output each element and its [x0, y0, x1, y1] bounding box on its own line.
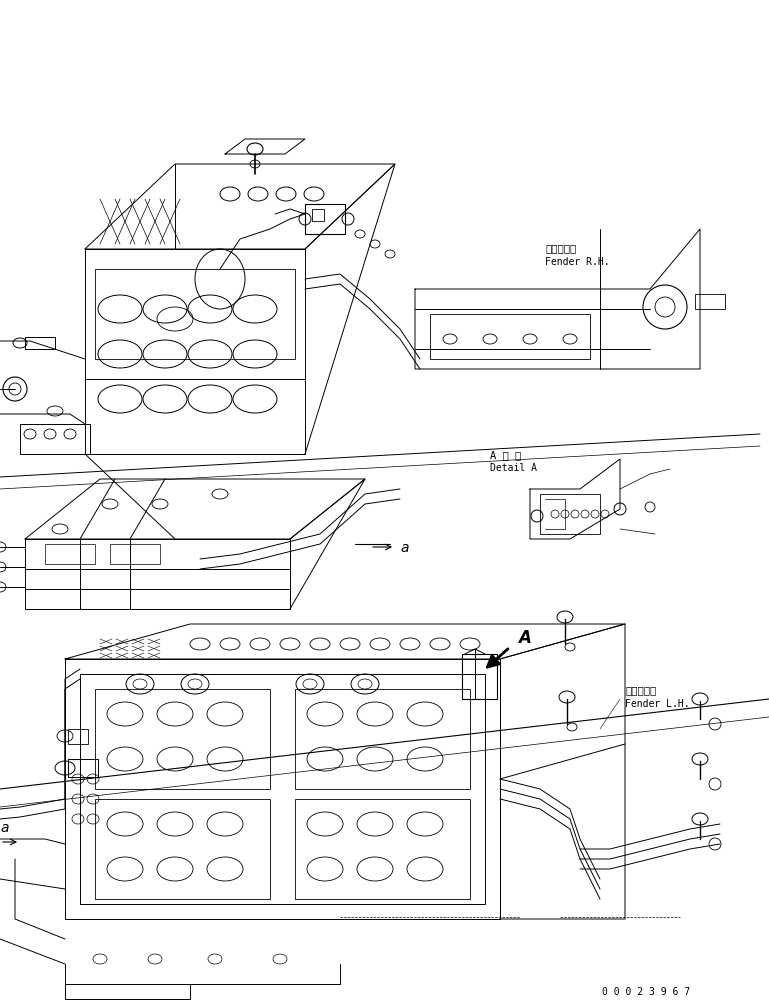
- Bar: [25, 338, 55, 350]
- Bar: [95, 799, 270, 899]
- Bar: [695, 295, 725, 310]
- Bar: [462, 654, 497, 699]
- Text: 0 0 0 2 3 9 6 7: 0 0 0 2 3 9 6 7: [602, 986, 690, 996]
- Text: Fender R.H.: Fender R.H.: [545, 257, 610, 267]
- Text: a: a: [400, 541, 408, 555]
- Bar: [95, 270, 295, 360]
- Text: Fender L.H.: Fender L.H.: [625, 698, 690, 708]
- Bar: [110, 545, 160, 565]
- Text: a: a: [0, 820, 8, 834]
- Bar: [68, 759, 98, 777]
- Bar: [80, 674, 485, 904]
- Bar: [305, 205, 345, 235]
- Bar: [295, 799, 470, 899]
- Bar: [68, 729, 88, 744]
- Text: A: A: [518, 628, 531, 646]
- Bar: [430, 315, 590, 360]
- Bar: [540, 494, 600, 535]
- Text: A 詳 細: A 詳 細: [490, 449, 521, 459]
- Bar: [45, 545, 95, 565]
- Bar: [312, 210, 324, 222]
- Bar: [95, 689, 270, 789]
- Text: フェンダ右: フェンダ右: [545, 243, 576, 253]
- Bar: [295, 689, 470, 789]
- Text: フェンダ左: フェンダ左: [625, 684, 656, 694]
- Text: Detail A: Detail A: [490, 462, 537, 472]
